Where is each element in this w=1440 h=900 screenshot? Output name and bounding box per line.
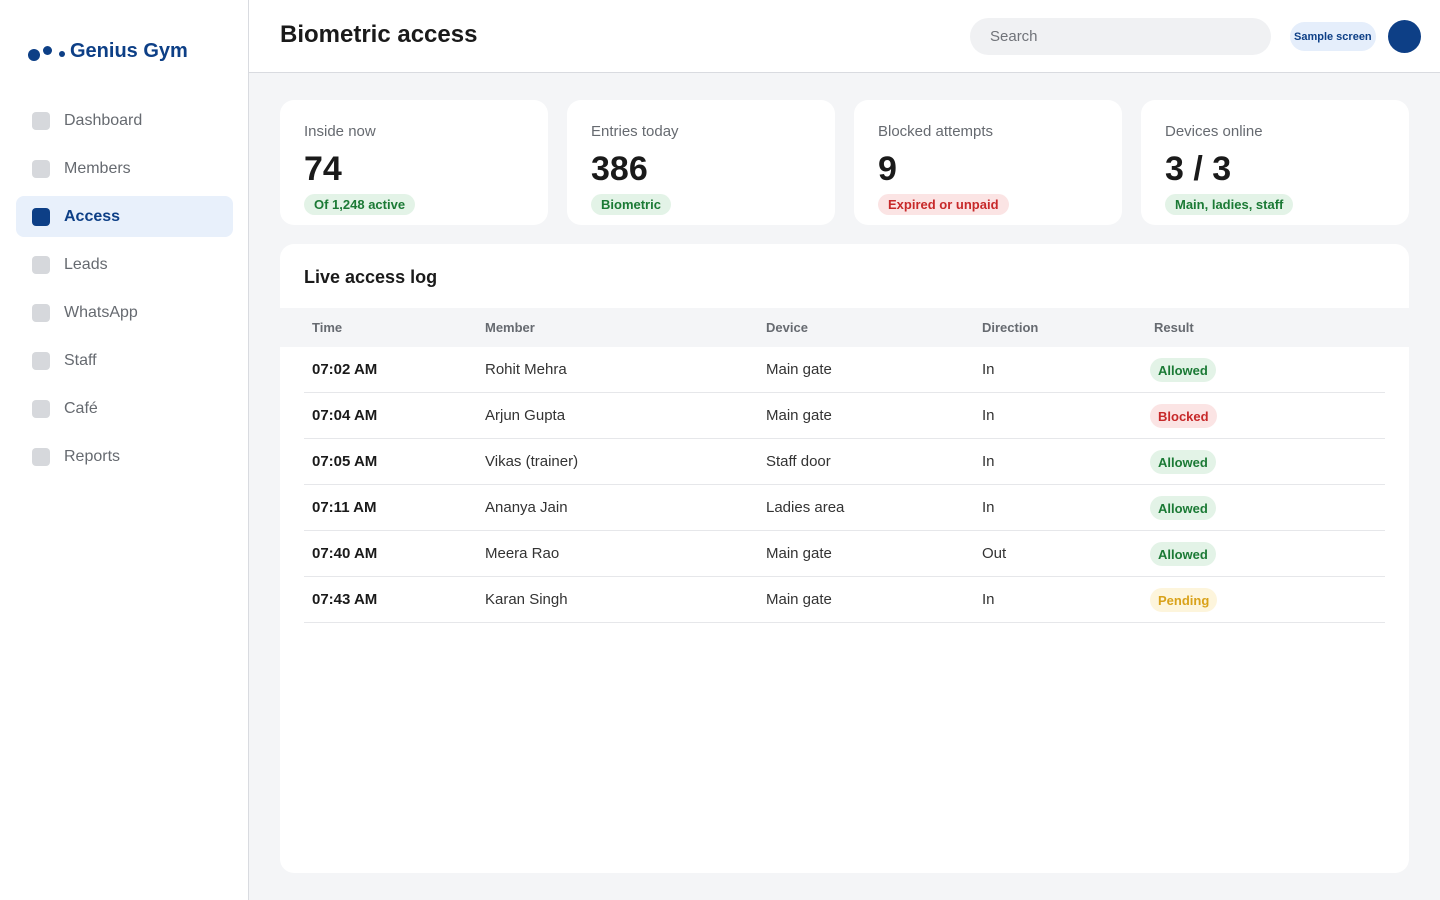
cell-time: 07:02 AM (312, 361, 378, 378)
cell-device: Staff door (766, 453, 831, 470)
stat-badge: Biometric (591, 194, 671, 215)
cell-device: Ladies area (766, 499, 845, 516)
sidebar-item-members[interactable]: Members (16, 148, 233, 189)
result-badge: Allowed (1150, 358, 1216, 382)
staff-icon (32, 351, 50, 370)
stat-badge: Main, ladies, staff (1165, 194, 1294, 215)
column-header-time[interactable]: Time (312, 320, 343, 335)
stat-badge: Expired or unpaid (878, 194, 1009, 215)
page-title: Biometric access (280, 21, 478, 48)
stat-card-devices-online: Devices online 3 / 3 Main, ladies, staff (1141, 100, 1409, 225)
sidebar-item-cafe[interactable]: Café (16, 388, 233, 429)
whatsapp-icon (32, 303, 50, 322)
live-access-log: Live access log Time Member Device Direc… (280, 244, 1409, 873)
sample-screen-badge: Sample screen (1290, 22, 1376, 51)
table-row[interactable]: 07:05 AM Vikas (trainer) Staff door In A… (304, 439, 1385, 485)
dashboard-icon (32, 111, 50, 130)
stat-label: Entries today (591, 123, 679, 140)
cell-time: 07:43 AM (312, 591, 378, 608)
cell-member: Meera Rao (485, 545, 560, 562)
cell-device: Main gate (766, 407, 832, 424)
cell-member: Rohit Mehra (485, 361, 567, 378)
table-body: 07:02 AM Rohit Mehra Main gate In Allowe… (304, 347, 1385, 623)
table-row[interactable]: 07:02 AM Rohit Mehra Main gate In Allowe… (304, 347, 1385, 393)
table-row[interactable]: 07:11 AM Ananya Jain Ladies area In Allo… (304, 485, 1385, 531)
sidebar-item-label: Leads (64, 255, 108, 273)
search-input[interactable] (970, 18, 1271, 55)
stat-value: 74 (304, 150, 342, 188)
reports-icon (32, 447, 50, 466)
stat-label: Blocked attempts (878, 123, 994, 140)
topbar: Biometric access Sample screen (249, 0, 1440, 73)
cell-device: Main gate (766, 591, 832, 608)
stat-badge: Of 1,248 active (304, 194, 416, 215)
stat-label: Devices online (1165, 123, 1263, 140)
sidebar-item-label: Access (64, 207, 121, 225)
table-header: Time Member Device Direction Result (280, 308, 1409, 347)
cell-time: 07:04 AM (312, 407, 378, 424)
avatar[interactable] (1388, 20, 1421, 53)
stat-value: 386 (591, 150, 648, 188)
sidebar-item-label: Staff (64, 351, 97, 369)
sidebar-item-staff[interactable]: Staff (16, 340, 233, 381)
table-row[interactable]: 07:43 AM Karan Singh Main gate In Pendin… (304, 577, 1385, 623)
sidebar-item-label: Members (64, 159, 131, 177)
members-icon (32, 159, 50, 178)
cell-time: 07:05 AM (312, 453, 378, 470)
sidebar-item-label: Reports (64, 447, 121, 465)
result-badge: Blocked (1150, 404, 1217, 428)
stat-card-entries-today: Entries today 386 Biometric (567, 100, 835, 225)
sidebar-item-access[interactable]: Access (16, 196, 233, 237)
column-header-direction[interactable]: Direction (982, 320, 1039, 335)
cell-direction: In (982, 499, 995, 516)
result-badge: Pending (1150, 588, 1218, 612)
cell-member: Ananya Jain (485, 499, 568, 516)
table-row[interactable]: 07:40 AM Meera Rao Main gate Out Allowed (304, 531, 1385, 577)
brand[interactable]: Genius Gym (28, 28, 188, 68)
sidebar-item-leads[interactable]: Leads (16, 244, 233, 285)
result-badge: Allowed (1150, 542, 1216, 566)
cell-time: 07:40 AM (312, 545, 378, 562)
result-badge: Allowed (1150, 496, 1216, 520)
cell-member: Vikas (trainer) (485, 453, 579, 470)
cell-direction: In (982, 407, 995, 424)
sidebar-nav: Dashboard Members Access Leads WhatsApp … (16, 100, 233, 484)
cell-direction: In (982, 591, 995, 608)
leads-icon (32, 255, 50, 274)
column-header-device[interactable]: Device (766, 320, 808, 335)
cell-member: Arjun Gupta (485, 407, 566, 424)
sidebar-item-reports[interactable]: Reports (16, 436, 233, 477)
stat-label: Inside now (304, 123, 376, 140)
sidebar-item-label: Dashboard (64, 111, 143, 129)
stat-value: 9 (878, 150, 897, 188)
sidebar-item-whatsapp[interactable]: WhatsApp (16, 292, 233, 333)
cell-member: Karan Singh (485, 591, 568, 608)
sidebar-item-label: Café (64, 399, 98, 417)
table-row[interactable]: 07:04 AM Arjun Gupta Main gate In Blocke… (304, 393, 1385, 439)
cafe-icon (32, 399, 50, 418)
brand-logo-icon (28, 44, 68, 68)
access-icon (32, 207, 50, 226)
cell-device: Main gate (766, 361, 832, 378)
sidebar-item-dashboard[interactable]: Dashboard (16, 100, 233, 141)
cell-device: Main gate (766, 545, 832, 562)
cell-time: 07:11 AM (312, 499, 377, 516)
sidebar: Genius Gym Dashboard Members Access Lead… (0, 0, 249, 900)
stat-card-inside-now: Inside now 74 Of 1,248 active (280, 100, 548, 225)
cell-direction: Out (982, 545, 1007, 562)
column-header-member[interactable]: Member (485, 320, 535, 335)
log-title: Live access log (304, 267, 438, 287)
column-header-result[interactable]: Result (1154, 320, 1194, 335)
brand-name: Genius Gym (70, 40, 188, 62)
stat-value: 3 / 3 (1165, 150, 1232, 188)
cell-direction: In (982, 361, 995, 378)
result-badge: Allowed (1150, 450, 1216, 474)
cell-direction: In (982, 453, 995, 470)
stat-card-blocked-attempts: Blocked attempts 9 Expired or unpaid (854, 100, 1122, 225)
sidebar-item-label: WhatsApp (64, 303, 138, 321)
